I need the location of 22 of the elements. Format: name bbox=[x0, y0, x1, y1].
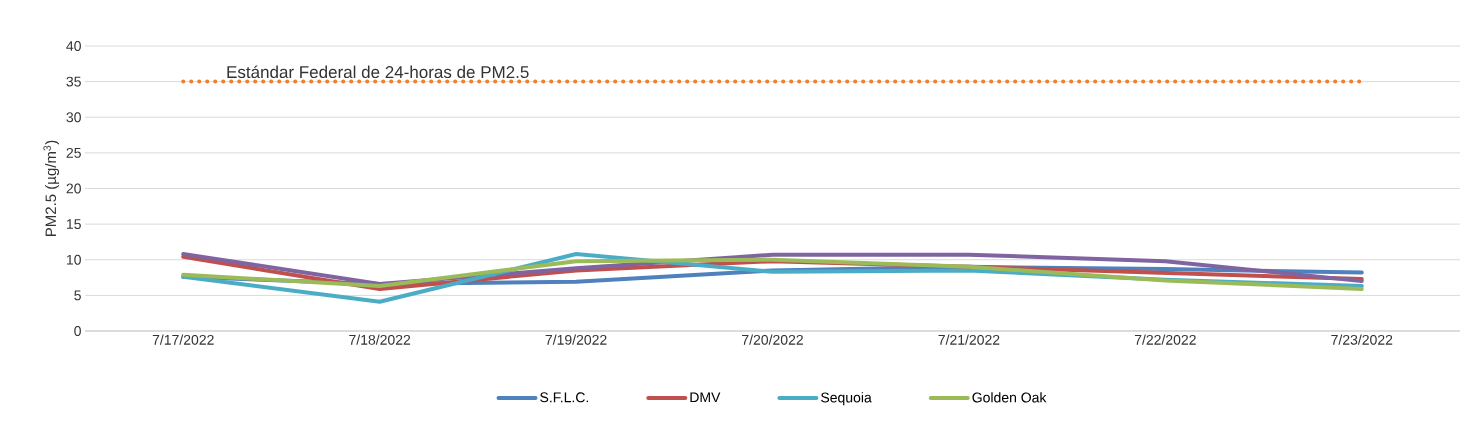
y-tick-label: 30 bbox=[66, 112, 81, 123]
y-tick-label: 40 bbox=[66, 41, 81, 51]
legend-label: S.F.L.C. bbox=[540, 392, 589, 403]
x-tick-label: 7/23/2022 bbox=[1331, 334, 1393, 345]
legend-label: DMV bbox=[690, 392, 721, 403]
x-tick-label: 7/19/2022 bbox=[545, 334, 607, 345]
y-tick-label: 35 bbox=[66, 76, 81, 87]
x-tick-label: 7/20/2022 bbox=[742, 334, 803, 345]
legend-label: Golden Oak bbox=[972, 392, 1047, 403]
y-axis-title: PM2.5 (µg/m$^{3}$) bbox=[43, 140, 60, 237]
y-tick-label: 25 bbox=[66, 147, 81, 158]
x-tick-label: 7/18/2022 bbox=[349, 334, 411, 345]
x-tick-label: 7/22/2022 bbox=[1134, 334, 1196, 345]
legend-label: Sequoia bbox=[821, 392, 872, 406]
ref-line-label: Estándar Federal de 24-horas de PM2.5 bbox=[227, 65, 529, 79]
x-tick-label: 7/21/2022 bbox=[938, 334, 1000, 345]
y-tick-label: 15 bbox=[66, 219, 81, 230]
y-tick-label: 0 bbox=[74, 326, 81, 336]
y-tick-label: 5 bbox=[74, 290, 81, 301]
y-tick-label: 10 bbox=[66, 254, 81, 265]
y-tick-label: 20 bbox=[66, 183, 81, 194]
x-tick-label: 7/17/2022 bbox=[152, 334, 214, 345]
